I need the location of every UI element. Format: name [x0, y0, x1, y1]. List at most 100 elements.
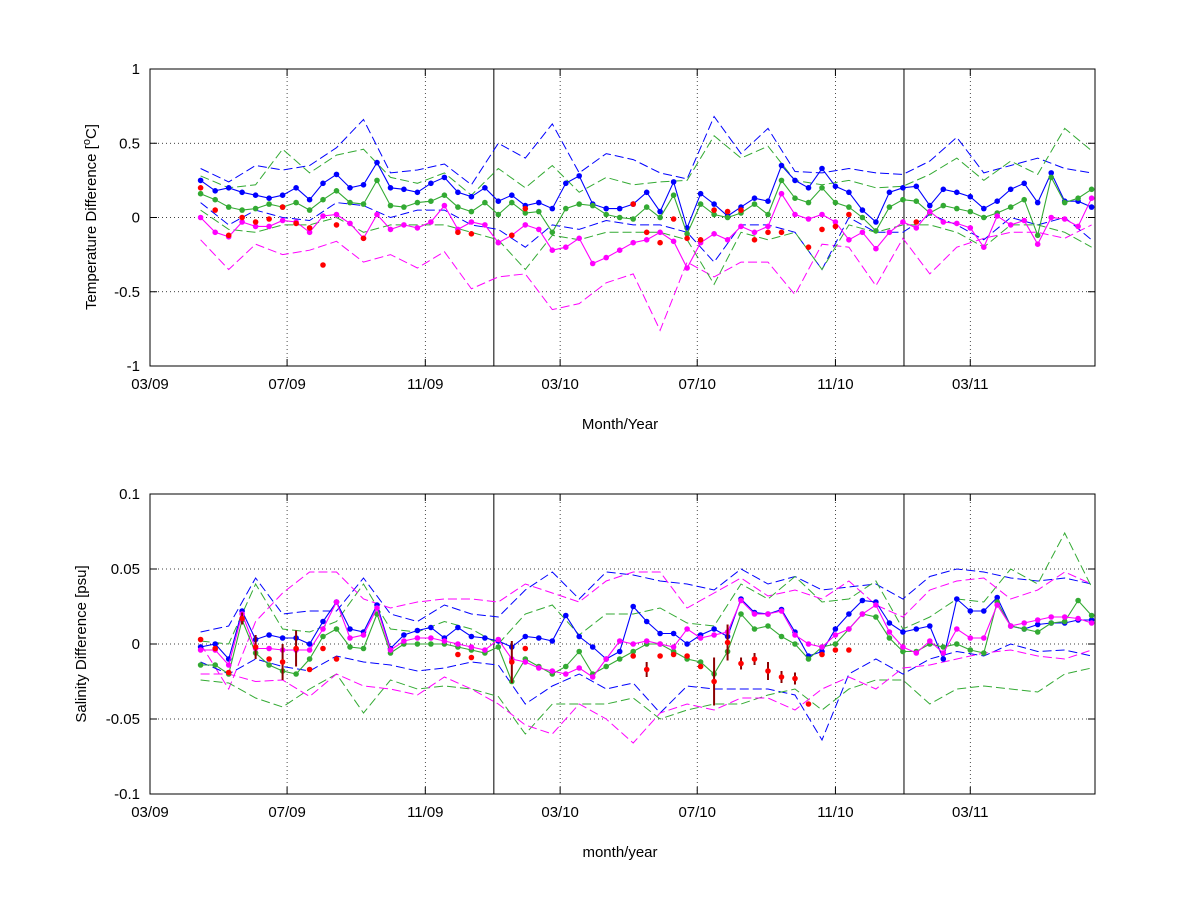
- temperature-green-point: [778, 177, 785, 184]
- temperature-red-point: [846, 211, 852, 218]
- salinity-blue-point: [306, 641, 313, 647]
- temperature-magenta-point: [1088, 195, 1095, 201]
- temperature-blue-point: [940, 186, 947, 193]
- temperature-green-point: [1021, 196, 1027, 203]
- salinity-magenta-point: [320, 626, 326, 632]
- salinity-blue-point: [279, 635, 286, 641]
- temperature-magenta-point: [266, 223, 272, 230]
- temperature-blue-point: [900, 185, 906, 191]
- salinity-green-point: [981, 650, 987, 656]
- temperature-green-point: [1061, 199, 1068, 206]
- salinity-green-point: [954, 641, 960, 647]
- salinity-blue-dash-line: [200, 568, 1092, 633]
- temperature-green-point: [603, 211, 609, 218]
- temperature-blue-point: [1034, 199, 1041, 206]
- salinity-magenta-point: [347, 635, 353, 641]
- temperature-red-point: [738, 207, 744, 213]
- temperature-blue-point: [482, 185, 488, 191]
- salinity-red-point: [643, 666, 650, 673]
- temperature-blue-point: [266, 195, 272, 201]
- temperature-green-point: [643, 204, 650, 210]
- temperature-green-point: [913, 198, 920, 204]
- temperature-green-point: [414, 199, 421, 206]
- temperature-red-point: [778, 229, 785, 236]
- salinity-green-point: [1034, 629, 1041, 635]
- salinity-green-point: [697, 659, 704, 665]
- salinity-red-point: [684, 653, 690, 659]
- salinity-blue-point: [913, 626, 920, 632]
- salinity-blue-point: [657, 630, 663, 637]
- temperature-green-point: [495, 211, 502, 218]
- temperature-blue-point: [954, 189, 960, 196]
- salinity-magenta-point: [819, 644, 825, 650]
- salinity-ytick-label: 0.05: [111, 561, 140, 578]
- temperature-blue-point: [252, 192, 259, 198]
- temperature-red-point: [252, 219, 259, 225]
- temperature-magenta-point: [1007, 222, 1014, 228]
- temperature-magenta-point: [846, 237, 852, 243]
- temperature-red-point: [522, 205, 529, 212]
- temperature-red-point: [239, 214, 245, 221]
- salinity-magenta-point: [967, 635, 974, 641]
- temperature-red-point: [724, 208, 731, 215]
- temperature-magenta-point: [967, 225, 974, 231]
- temperature-magenta-point: [981, 244, 987, 250]
- salinity-magenta-point: [536, 665, 542, 671]
- salinity-red-point: [751, 656, 758, 662]
- temperature-magenta-point: [711, 231, 717, 237]
- salinity-magenta-point: [994, 602, 1000, 608]
- salinity-magenta-point: [1048, 614, 1054, 620]
- salinity-magenta-point: [387, 647, 394, 653]
- salinity-blue-point: [522, 633, 529, 640]
- temperature-magenta-point: [320, 213, 326, 219]
- temperature-blue-point: [994, 198, 1000, 204]
- temperature-ticks: 1 0.5 0 -0.5 -103/09 07/09 11/09 03/10 07/10 11/1…: [114, 61, 1095, 393]
- salinity-magenta-point: [697, 635, 704, 641]
- temperature-red-point: [751, 237, 758, 243]
- temperature-green-point: [482, 199, 488, 206]
- salinity-red-point: [778, 674, 785, 680]
- temperature-blue-point: [792, 177, 798, 184]
- salinity-green-point: [197, 662, 204, 668]
- temperature-red-point: [697, 237, 704, 243]
- temperature-green-point: [1075, 195, 1081, 201]
- salinity-magenta-point: [765, 611, 771, 617]
- temperature-magenta-point: [1034, 241, 1041, 247]
- salinity-xtick-label: 07/10: [678, 804, 716, 821]
- salinity-red-point: [509, 659, 515, 665]
- temperature-blue-point: [387, 185, 394, 191]
- temperature-blue-point: [1021, 180, 1027, 187]
- temperature-green-point: [197, 190, 204, 197]
- temperature-magenta-point: [401, 222, 407, 228]
- salinity-red-point: [306, 666, 313, 673]
- temperature-magenta-point: [670, 238, 677, 245]
- temperature-magenta-point: [468, 219, 475, 225]
- temperature-green-point: [589, 202, 596, 209]
- salinity-red-point: [805, 701, 812, 707]
- temperature-green-point: [886, 204, 893, 210]
- temperature-green-point: [455, 204, 461, 210]
- temperature-magenta-point: [1061, 216, 1068, 222]
- temperature-red-point: [266, 216, 272, 222]
- temperature-green-point: [576, 201, 582, 207]
- temperature-magenta-point: [927, 208, 933, 215]
- temperature-ytick-label: 1: [132, 61, 140, 78]
- salinity-blue-point: [643, 618, 650, 625]
- temperature-blue-point: [711, 201, 717, 207]
- salinity-green-point: [832, 641, 839, 647]
- salinity-blue-point: [482, 635, 488, 641]
- temperature-green-point: [873, 228, 879, 234]
- temperature-xtick-label: 03/11: [952, 376, 988, 393]
- temperature-green-point: [549, 229, 556, 236]
- temperature-magenta-point: [563, 244, 569, 250]
- temperature-green-point: [387, 202, 394, 209]
- temperature-xtick-label: 11/09: [407, 376, 443, 393]
- salinity-ylabel: Salinity Difference [psu]: [73, 565, 90, 722]
- temperature-blue-point: [306, 196, 313, 203]
- temperature-magenta-point: [616, 247, 623, 253]
- temperature-red-point: [360, 235, 367, 242]
- salinity-blue-point: [616, 648, 623, 655]
- salinity-magenta-point: [643, 638, 650, 644]
- temperature-red-point: [455, 229, 461, 236]
- salinity-red-point: [197, 636, 204, 643]
